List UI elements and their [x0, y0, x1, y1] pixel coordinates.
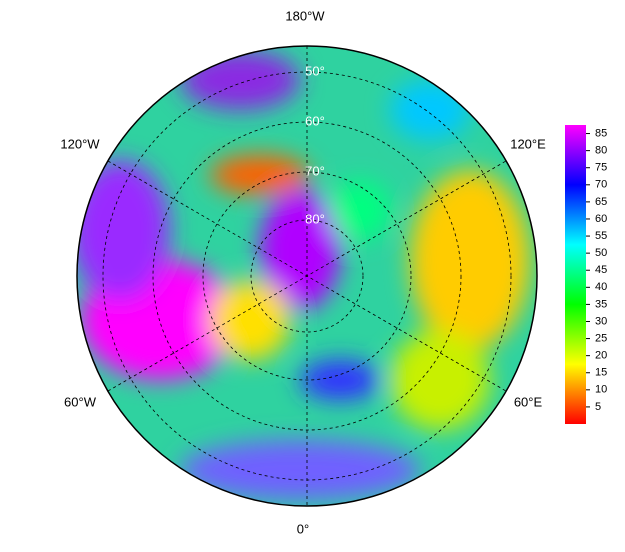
colorbar-tick-label: 60 — [595, 213, 607, 225]
colorbar-tick-label: 25 — [595, 332, 607, 344]
colorbar-tick-label: 40 — [595, 281, 607, 293]
map-field — [77, 46, 537, 506]
colorbar-tick-label: 65 — [595, 196, 607, 208]
colorbar-tick-label: 50 — [595, 247, 607, 259]
colorbar-tick-label: 70 — [595, 179, 607, 191]
lon-label: 60°W — [64, 394, 97, 409]
lat-label: 50° — [305, 63, 325, 78]
colorbar-tick-label: 35 — [595, 298, 607, 310]
colorbar-tick-label: 55 — [595, 230, 607, 242]
colorbar-tick-label: 45 — [595, 264, 607, 276]
lon-label: 120°W — [60, 136, 100, 151]
graticule — [102, 46, 512, 506]
lat-label: 70° — [305, 163, 325, 178]
lon-label: 60°E — [514, 394, 543, 409]
colorbar-tick-label: 5 — [595, 401, 601, 413]
lon-label: 120°E — [510, 136, 546, 151]
colorbar-tick-label: 10 — [595, 384, 607, 396]
colorbar-tick-label: 20 — [595, 350, 607, 362]
lon-label: 0° — [297, 521, 309, 536]
colorbar-tick-label: 15 — [595, 367, 607, 379]
colorbar-tick-label: 80 — [595, 145, 607, 157]
map-border — [76, 45, 538, 507]
colorbar-tick-label: 75 — [595, 162, 607, 174]
lon-label: 180°W — [285, 8, 325, 23]
lat-label: 60° — [305, 113, 325, 128]
colorbar-tick-label: 85 — [595, 127, 607, 139]
colorbar-ticks: 5 10 15 20 25 30 35 40 45 50 55 60 65 70 75 80 85 — [586, 127, 607, 413]
lat-label: 80° — [305, 211, 325, 226]
colorbar-tick-label: 30 — [595, 315, 607, 327]
colorbar — [565, 125, 586, 424]
